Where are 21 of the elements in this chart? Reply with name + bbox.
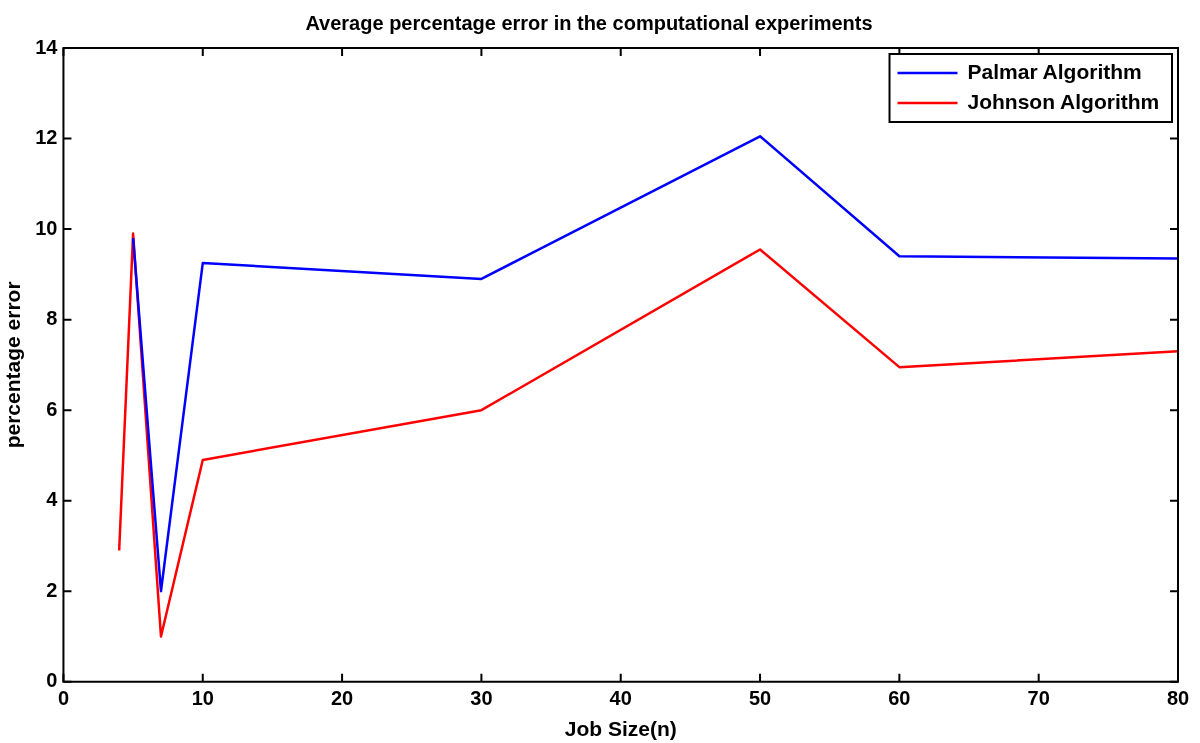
x-tick-label: 40 xyxy=(609,687,632,710)
x-tick-label: 50 xyxy=(748,687,772,710)
y-axis-title: percentage error xyxy=(1,281,25,449)
x-tick-label: 70 xyxy=(1027,687,1050,710)
x-tick-label: 30 xyxy=(470,687,493,710)
y-tick-label: 12 xyxy=(35,126,58,149)
legend-label: Johnson Algorithm xyxy=(967,89,1160,113)
chart-title: Average percentage error in the computational experiments xyxy=(305,11,873,34)
x-tick-label: 10 xyxy=(191,687,214,710)
y-tick-label: 0 xyxy=(46,669,58,692)
y-tick-label: 10 xyxy=(35,216,58,239)
x-axis-title: Job Size(n) xyxy=(564,717,677,741)
x-tick-label: 80 xyxy=(1166,687,1190,710)
y-tick-label: 14 xyxy=(35,35,59,58)
y-tick-label: 6 xyxy=(46,397,58,420)
y-tick-label: 4 xyxy=(46,488,59,511)
legend-label: Palmar Algorithm xyxy=(967,59,1142,83)
y-tick-label: 2 xyxy=(46,578,58,601)
y-tick-label: 8 xyxy=(46,307,58,330)
x-tick-label: 20 xyxy=(330,687,354,710)
x-tick-label: 60 xyxy=(888,687,911,710)
